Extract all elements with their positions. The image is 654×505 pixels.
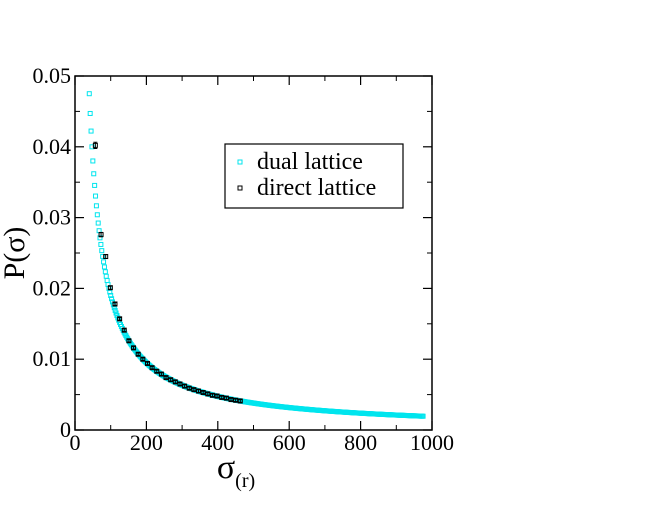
data-point-direct-lattice bbox=[92, 142, 98, 148]
plot-content bbox=[86, 91, 426, 419]
data-point-direct-lattice bbox=[214, 393, 220, 399]
data-point-direct-lattice bbox=[172, 379, 178, 385]
legend-label-dual-lattice: dual lattice bbox=[257, 149, 363, 175]
data-point-dual-lattice bbox=[99, 248, 105, 254]
data-point-dual-lattice bbox=[103, 273, 109, 279]
data-point-dual-lattice bbox=[109, 296, 115, 302]
data-point-dual-lattice bbox=[108, 292, 114, 298]
data-point-direct-lattice bbox=[186, 385, 192, 391]
y-tick-label: 0.02 bbox=[33, 275, 72, 300]
data-point-dual-lattice bbox=[101, 264, 107, 270]
data-point-direct-lattice bbox=[149, 365, 155, 371]
data-point-dual-lattice bbox=[100, 253, 106, 259]
y-tick-label: 0 bbox=[60, 417, 71, 442]
data-point-dual-lattice bbox=[95, 220, 101, 226]
data-point-direct-lattice bbox=[209, 392, 215, 398]
x-tick-label: 1000 bbox=[410, 430, 454, 455]
data-point-direct-lattice bbox=[140, 356, 146, 362]
data-point-dual-lattice bbox=[92, 182, 98, 188]
data-point-direct-lattice bbox=[223, 395, 229, 401]
data-point-direct-lattice bbox=[121, 327, 127, 333]
data-point-dual-lattice bbox=[112, 307, 118, 313]
x-tick-label: 400 bbox=[201, 430, 234, 455]
data-point-direct-lattice bbox=[182, 383, 188, 389]
data-point-direct-lattice bbox=[219, 394, 225, 400]
series-direct-lattice bbox=[92, 141, 243, 404]
data-point-direct-lattice bbox=[205, 391, 211, 397]
data-point-dual-lattice bbox=[87, 110, 93, 116]
data-point-dual-lattice bbox=[89, 144, 95, 150]
data-point-direct-lattice bbox=[233, 397, 239, 403]
data-point-direct-lattice bbox=[107, 285, 113, 291]
data-point-direct-lattice bbox=[135, 351, 141, 357]
data-point-direct-lattice bbox=[168, 377, 174, 383]
x-axis-title: σ(r) bbox=[217, 449, 255, 492]
data-point-direct-lattice bbox=[112, 301, 118, 307]
data-point-dual-lattice bbox=[101, 259, 107, 265]
y-tick-label: 0.03 bbox=[33, 205, 72, 230]
data-point-direct-lattice bbox=[163, 375, 169, 381]
data-point-dual-lattice bbox=[104, 278, 110, 284]
legend-marker-dual-lattice bbox=[237, 159, 243, 165]
data-point-dual-lattice bbox=[102, 269, 108, 275]
y-tick-label: 0.01 bbox=[33, 346, 72, 371]
data-point-direct-lattice bbox=[237, 398, 243, 404]
data-point-direct-lattice bbox=[228, 397, 234, 403]
plot-frame bbox=[74, 75, 433, 431]
x-tick-label: 600 bbox=[273, 430, 306, 455]
data-point-direct-lattice bbox=[154, 368, 160, 374]
data-point-direct-lattice bbox=[191, 387, 197, 393]
data-point-direct-lattice bbox=[200, 389, 206, 395]
data-point-direct-lattice bbox=[103, 254, 109, 260]
x-tick-label: 200 bbox=[130, 430, 163, 455]
legend-marker-direct-lattice bbox=[237, 185, 243, 191]
data-point-direct-lattice bbox=[144, 360, 150, 366]
series-dual-lattice bbox=[86, 91, 426, 419]
data-point-dual-lattice bbox=[88, 128, 94, 134]
legend-box bbox=[224, 143, 404, 209]
legend-label-direct-lattice: direct lattice bbox=[257, 175, 376, 201]
x-tick-label: 0 bbox=[70, 430, 81, 455]
y-tick-label: 0.04 bbox=[33, 134, 72, 159]
y-axis-ticks: 0 0.01 0.02 0.03 0.04 0.05 bbox=[33, 63, 432, 442]
data-point-dual-lattice bbox=[93, 203, 99, 209]
data-point-direct-lattice bbox=[177, 381, 183, 387]
data-point-direct-lattice bbox=[196, 388, 202, 394]
data-point-dual-lattice bbox=[98, 241, 104, 247]
data-point-direct-lattice bbox=[117, 316, 123, 322]
data-point-dual-lattice bbox=[420, 413, 426, 419]
data-point-direct-lattice bbox=[131, 345, 137, 351]
y-axis-title: P(σ) bbox=[0, 227, 31, 280]
x-axis-ticks: 0 200 400 600 800 1000 bbox=[70, 76, 454, 455]
data-point-dual-lattice bbox=[86, 91, 92, 97]
data-point-dual-lattice bbox=[91, 171, 97, 177]
y-tick-label: 0.05 bbox=[33, 63, 72, 88]
data-point-direct-lattice bbox=[126, 338, 132, 344]
data-point-dual-lattice bbox=[93, 193, 99, 199]
data-point-dual-lattice bbox=[94, 212, 100, 218]
data-point-dual-lattice bbox=[90, 158, 96, 164]
x-tick-label: 800 bbox=[344, 430, 377, 455]
data-point-direct-lattice bbox=[158, 371, 164, 377]
legend: dual lattice direct lattice bbox=[224, 143, 404, 209]
data-point-dual-lattice bbox=[97, 235, 103, 241]
data-point-direct-lattice bbox=[98, 232, 104, 238]
